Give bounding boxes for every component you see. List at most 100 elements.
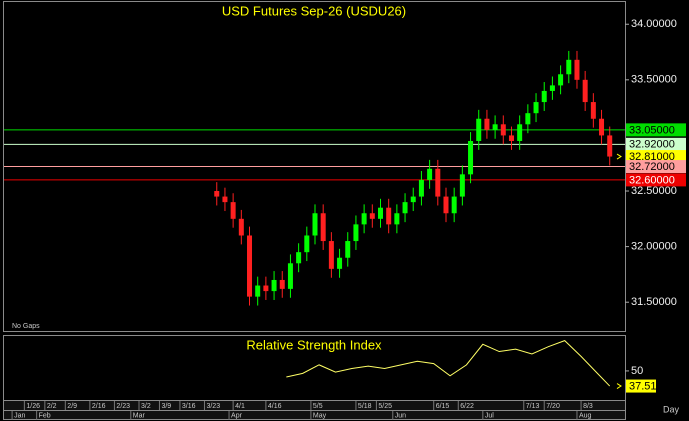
candle-body	[459, 174, 465, 197]
candle-body	[247, 235, 253, 297]
y-tick-label: 31.50000	[631, 296, 677, 308]
candle-body	[263, 285, 269, 292]
x-tick-label: 5/5	[313, 403, 323, 410]
candle-body	[435, 168, 441, 197]
candle-body	[607, 135, 613, 157]
last-value-arrow	[616, 383, 622, 389]
candle-body	[427, 168, 433, 180]
candle-body	[492, 124, 498, 130]
level-label: 32.81000	[629, 151, 675, 163]
x-tick-label: 3/9	[161, 403, 171, 410]
candle-body	[312, 213, 318, 236]
level-label: 32.92000	[629, 139, 675, 151]
candle-body	[230, 202, 236, 219]
x-tick-label: 2/23	[116, 403, 130, 410]
x-tick-label: 8/3	[583, 403, 593, 410]
level-box	[626, 173, 686, 187]
level-box	[626, 123, 686, 137]
x-tick-label: 7/20	[546, 403, 560, 410]
x-tick-label: 4/1	[235, 403, 245, 410]
candle-body	[484, 118, 490, 130]
candle-body	[255, 285, 261, 297]
month-label: Jan	[14, 412, 25, 419]
x-tick-label: 1/26	[26, 403, 40, 410]
level-label: 32.60000	[629, 174, 675, 186]
candle-body	[279, 279, 285, 289]
candle-body	[558, 74, 564, 86]
y-tick-label: 32.00000	[631, 241, 677, 253]
candle-body	[238, 218, 244, 236]
month-label: Mar	[133, 412, 146, 419]
level-label: 33.05000	[629, 124, 675, 136]
candle-body	[337, 257, 343, 269]
x-tick-label: 2/9	[67, 403, 77, 410]
x-tick-label: 3/2	[141, 403, 151, 410]
month-label: Jul	[485, 412, 494, 419]
y-tick-label: 50	[631, 365, 643, 377]
y-tick-label: 34.00000	[631, 18, 677, 30]
price-panel	[3, 1, 626, 332]
month-label: Feb	[39, 412, 51, 419]
candle-body	[582, 79, 588, 103]
candle-body	[369, 213, 375, 219]
y-tick-label: 33.50000	[631, 74, 677, 86]
candle-body	[386, 207, 392, 225]
candle-body	[443, 196, 449, 214]
candle-body	[500, 124, 506, 136]
y-tick-label: 32.50000	[631, 185, 677, 197]
candle-body	[394, 213, 400, 225]
x-tick-label: 5/18	[358, 403, 372, 410]
candle-body	[222, 196, 228, 203]
candle-body	[328, 241, 334, 269]
level-box	[626, 150, 686, 164]
candle-body	[476, 118, 482, 141]
chart-title: USD Futures Sep-26 (USDU26)	[222, 3, 406, 18]
candle-body	[549, 85, 555, 91]
candle-body	[574, 59, 580, 80]
month-label: May	[313, 412, 327, 419]
candle-body	[361, 213, 367, 225]
candle-body	[377, 207, 383, 219]
last-price-arrow	[616, 153, 622, 160]
x-tick-label: 6/22	[460, 403, 474, 410]
candle-body	[345, 241, 351, 258]
last-value-label: 37.51	[629, 380, 657, 392]
candle-body	[468, 140, 474, 175]
last-value-box	[626, 379, 656, 393]
candle-body	[590, 102, 596, 119]
candle-body	[418, 179, 424, 197]
candle-body	[402, 202, 408, 214]
candle-body	[508, 135, 514, 141]
candle-body	[287, 263, 293, 289]
x-tick-label: 3/16	[182, 403, 196, 410]
candle-body	[566, 59, 572, 75]
level-label: 32.72000	[629, 161, 675, 173]
gap-label: No Gaps	[12, 323, 40, 330]
month-label: Apr	[231, 412, 243, 419]
x-tick-label: 7/13	[526, 403, 540, 410]
rsi-line	[286, 340, 611, 387]
candle-body	[525, 113, 531, 125]
x-tick-label: 2/2	[47, 403, 57, 410]
candle-body	[320, 213, 326, 242]
x-tick-label: 5/25	[378, 403, 392, 410]
candle-body	[517, 124, 523, 141]
x-tick-label: 3/23	[206, 403, 220, 410]
level-box	[626, 160, 686, 174]
candle-body	[541, 90, 547, 103]
interval-label: Day	[663, 404, 680, 414]
month-label: Aug	[579, 412, 592, 419]
candle-body	[410, 196, 416, 203]
x-tick-label: 2/16	[92, 403, 106, 410]
candle-body	[451, 196, 457, 214]
x-tick-label: 6/15	[436, 403, 450, 410]
candle-body	[599, 118, 605, 136]
rsi-title: Relative Strength Index	[246, 337, 382, 352]
candle-body	[533, 102, 539, 114]
candle-body	[271, 279, 277, 292]
candle-body	[304, 235, 310, 253]
candle-body	[296, 252, 302, 264]
